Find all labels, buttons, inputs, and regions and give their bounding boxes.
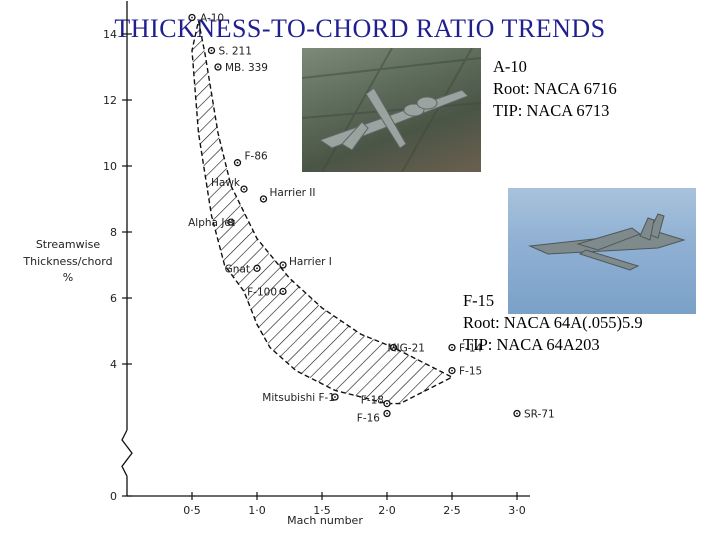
y-axis-title-line-2: Thickness/chord — [22, 255, 112, 268]
data-point-label: MIG-21 — [388, 343, 425, 355]
data-point-label: MB. 339 — [225, 62, 268, 74]
x-tick-label: 0·5 — [183, 504, 201, 517]
f15-tip-airfoil: TIP: NACA 64A203 — [463, 335, 600, 354]
data-point-center — [386, 412, 388, 415]
data-point-center — [243, 188, 245, 191]
y-tick-label: 8 — [110, 226, 117, 239]
data-point-center — [282, 264, 284, 266]
f15-aircraft-photo — [508, 188, 696, 314]
data-point-center — [191, 16, 193, 19]
data-point-center — [256, 267, 258, 270]
data-point-center — [334, 396, 336, 398]
f15-caption: F-15 Root: NACA 64A(.055)5.9 TIP: NACA 6… — [463, 290, 643, 356]
y-tick-label: 10 — [103, 160, 117, 173]
data-point-label: Mitsubishi F-1 — [262, 392, 335, 404]
data-point-center — [262, 198, 265, 200]
f15-root-airfoil: Root: NACA 64A(.055)5.9 — [463, 313, 643, 332]
y-tick-label: 12 — [103, 94, 117, 107]
data-point-label: F-15 — [459, 366, 482, 378]
a10-root-airfoil: Root: NACA 6716 — [493, 79, 617, 98]
data-point-label: A-10 — [200, 13, 224, 25]
x-tick-label: 3·0 — [508, 504, 526, 517]
a10-tip-airfoil: TIP: NACA 6713 — [493, 101, 610, 120]
x-tick-label: 2·5 — [443, 504, 461, 517]
data-point-label: Gnat — [225, 263, 250, 275]
a10-caption: A-10 Root: NACA 6716 TIP: NACA 6713 — [493, 56, 617, 122]
y-tick-label: 6 — [110, 292, 117, 305]
data-point-label: S. 211 — [219, 46, 252, 58]
y-tick-label: 4 — [110, 358, 117, 371]
x-tick-label: 2·0 — [378, 504, 396, 517]
y-axis-break — [121, 429, 133, 477]
data-point-label: F-100 — [247, 286, 277, 298]
data-point-label: F-16 — [357, 413, 381, 425]
data-point-center — [516, 412, 518, 415]
a10-aircraft-photo — [302, 48, 481, 172]
data-point-center — [217, 66, 219, 68]
data-point-label: Harrier II — [270, 187, 316, 199]
data-point-center — [451, 346, 453, 349]
data-point-label: Harrier I — [289, 256, 332, 268]
data-point-center — [236, 161, 239, 164]
data-point-center — [392, 346, 395, 349]
data-point-center — [282, 290, 284, 293]
x-axis-title: Mach number — [287, 514, 363, 527]
x-tick-label: 1·0 — [248, 504, 266, 517]
f15-name: F-15 — [463, 291, 495, 310]
data-point-center — [230, 221, 232, 224]
data-point-center — [451, 369, 453, 372]
data-point-label: F-14 — [459, 343, 483, 355]
data-point-label: Hawk — [211, 177, 241, 189]
data-point-center — [386, 402, 388, 405]
data-point-label: Alpha Jet — [188, 217, 235, 229]
y-axis-title-line-3: % — [63, 271, 73, 284]
data-point-label: SR-71 — [524, 409, 555, 421]
x-tick-label: 1·5 — [313, 504, 331, 517]
a10-name: A-10 — [493, 57, 527, 76]
trend-band — [191, 20, 454, 405]
data-point-center — [210, 49, 213, 52]
data-point-label: F-86 — [245, 151, 269, 163]
y-axis-title-line-1: Streamwise — [36, 238, 101, 251]
y-tick-label: 0 — [110, 490, 117, 503]
y-tick-label: 14 — [103, 28, 117, 41]
data-point-label: F-18 — [361, 395, 384, 407]
